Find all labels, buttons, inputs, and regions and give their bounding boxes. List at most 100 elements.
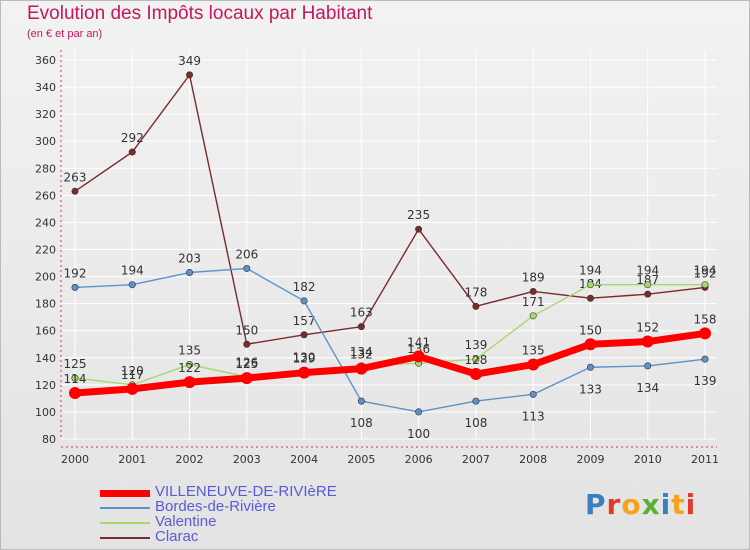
data-label: 150 bbox=[579, 323, 602, 337]
y-tick-label: 320 bbox=[35, 108, 56, 121]
data-point bbox=[529, 287, 537, 295]
data-point bbox=[472, 397, 480, 405]
data-point bbox=[527, 358, 540, 371]
data-point bbox=[357, 323, 365, 331]
data-label: 235 bbox=[407, 208, 430, 222]
data-label: 117 bbox=[121, 368, 144, 382]
legend-item-bordes: Bordes-de-Rivière bbox=[100, 498, 360, 515]
x-tick-label: 2003 bbox=[233, 453, 261, 466]
legend-item-valentine: Valentine bbox=[100, 513, 360, 530]
data-point bbox=[186, 71, 194, 79]
data-label: 194 bbox=[121, 264, 144, 278]
x-tick-label: 2008 bbox=[519, 453, 547, 466]
data-label: 139 bbox=[694, 374, 717, 388]
data-label: 128 bbox=[464, 353, 487, 367]
y-tick-label: 360 bbox=[35, 54, 56, 67]
data-label: 135 bbox=[522, 344, 545, 358]
data-label: 194 bbox=[579, 264, 602, 278]
data-label: 113 bbox=[522, 409, 545, 423]
x-tick-label: 2001 bbox=[118, 453, 146, 466]
x-tick-label: 2010 bbox=[634, 453, 662, 466]
data-label: 206 bbox=[235, 247, 258, 261]
data-point bbox=[586, 363, 594, 371]
data-point bbox=[412, 350, 425, 363]
data-label: 263 bbox=[64, 170, 87, 184]
data-label: 157 bbox=[293, 314, 316, 328]
data-point bbox=[415, 408, 423, 416]
data-label: 192 bbox=[64, 266, 87, 280]
y-tick-label: 200 bbox=[35, 271, 56, 284]
y-tick-label: 220 bbox=[35, 244, 56, 257]
data-label: 178 bbox=[464, 285, 487, 299]
data-label: 349 bbox=[178, 54, 201, 68]
data-point bbox=[128, 281, 136, 289]
y-tick-label: 340 bbox=[35, 81, 56, 94]
legend-swatch bbox=[100, 522, 150, 524]
data-label: 134 bbox=[636, 381, 659, 395]
data-label: 139 bbox=[464, 338, 487, 352]
data-label: 120 bbox=[121, 364, 144, 378]
data-point bbox=[472, 355, 480, 363]
legend-swatch bbox=[100, 537, 150, 539]
legend-swatch bbox=[100, 490, 150, 497]
data-label: 203 bbox=[178, 252, 201, 266]
x-tick-label: 2006 bbox=[405, 453, 433, 466]
data-point bbox=[71, 374, 79, 382]
data-label: 108 bbox=[350, 416, 373, 430]
data-point bbox=[243, 264, 251, 272]
data-point bbox=[415, 225, 423, 233]
chart-subtitle: (en € et par an) bbox=[27, 28, 103, 40]
data-point bbox=[186, 361, 194, 369]
x-tick-label: 2000 bbox=[61, 453, 89, 466]
series-line bbox=[74, 74, 706, 345]
data-label: 182 bbox=[293, 280, 316, 294]
y-tick-label: 120 bbox=[35, 379, 56, 392]
x-tick-label: 2009 bbox=[576, 453, 604, 466]
y-tick-label: 280 bbox=[35, 162, 56, 175]
data-point bbox=[300, 297, 308, 305]
data-label: 100 bbox=[407, 427, 430, 441]
legend: VILLENEUVE-DE-RIVIèRE Bordes-de-Rivière … bbox=[100, 483, 360, 545]
data-point bbox=[298, 366, 311, 379]
data-point bbox=[357, 397, 365, 405]
data-label: 125 bbox=[235, 357, 258, 371]
data-point bbox=[586, 294, 594, 302]
data-label: 192 bbox=[694, 266, 717, 280]
data-label: 136 bbox=[407, 342, 430, 356]
data-point bbox=[300, 331, 308, 339]
legend-label: VILLENEUVE-DE-RIVIèRE bbox=[155, 483, 337, 500]
data-point bbox=[699, 327, 711, 340]
data-point bbox=[128, 148, 136, 156]
data-point bbox=[701, 355, 709, 363]
x-tick-label: 2011 bbox=[691, 453, 719, 466]
chart-title: Evolution des Impôts locaux par Habitant bbox=[27, 3, 373, 24]
data-label: 125 bbox=[64, 357, 87, 371]
data-point bbox=[71, 187, 79, 195]
data-point bbox=[529, 312, 537, 320]
data-label: 114 bbox=[64, 372, 87, 386]
x-tick-label: 2007 bbox=[462, 453, 490, 466]
legend-swatch bbox=[100, 507, 150, 509]
proxiti-logo: Proxiti bbox=[585, 488, 697, 521]
data-point bbox=[586, 281, 594, 289]
data-label: 132 bbox=[350, 348, 373, 362]
data-label: 171 bbox=[522, 295, 545, 309]
data-label: 122 bbox=[178, 361, 201, 375]
legend-item-villeneuve: VILLENEUVE-DE-RIVIèRE bbox=[100, 483, 360, 500]
series-line bbox=[71, 329, 709, 397]
data-point bbox=[240, 372, 253, 385]
data-label: 141 bbox=[407, 335, 430, 349]
data-point bbox=[584, 338, 597, 351]
data-label: 134 bbox=[350, 345, 373, 359]
y-tick-label: 160 bbox=[35, 325, 56, 338]
data-label: 187 bbox=[636, 273, 659, 287]
data-label: 130 bbox=[293, 350, 316, 364]
y-tick-label: 240 bbox=[35, 216, 56, 229]
legend-item-clarac: Clarac bbox=[100, 528, 360, 545]
y-tick-label: 300 bbox=[35, 135, 56, 148]
data-label: 189 bbox=[522, 270, 545, 284]
data-point bbox=[644, 290, 652, 298]
y-tick-label: 140 bbox=[35, 352, 56, 365]
